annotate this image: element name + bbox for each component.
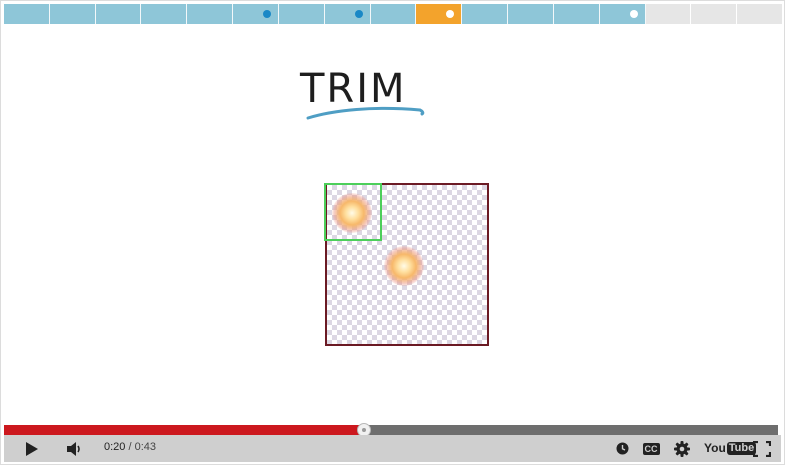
segment-marker-icon	[446, 10, 455, 18]
lesson-segment-1[interactable]	[4, 4, 50, 24]
time-display: 0:20 / 0:43	[104, 441, 156, 453]
captions-icon: CC	[642, 442, 660, 455]
fullscreen-button[interactable]	[751, 435, 773, 462]
lesson-segment-5[interactable]	[187, 4, 234, 24]
volume-button[interactable]	[62, 435, 88, 462]
progress-bar[interactable]	[4, 423, 778, 437]
lesson-segment-4[interactable]	[141, 4, 188, 24]
settings-button[interactable]	[671, 435, 693, 462]
fullscreen-icon	[753, 440, 771, 457]
youtube-logo-you: You	[704, 441, 726, 455]
title-underline	[306, 106, 425, 120]
lesson-segment-15[interactable]	[645, 4, 692, 24]
lesson-segment-11[interactable]	[462, 4, 509, 24]
segment-marker-icon	[354, 10, 363, 18]
time-separator: /	[125, 441, 135, 453]
lesson-segment-10[interactable]	[416, 4, 463, 24]
lesson-navigation	[4, 4, 784, 24]
lesson-segment-6[interactable]	[233, 4, 279, 24]
lesson-segment-8[interactable]	[324, 4, 371, 24]
lesson-segment-14[interactable]	[599, 4, 646, 24]
segment-marker-icon	[629, 10, 638, 18]
title-drawing: TRIM	[299, 66, 425, 120]
video-stage[interactable]: TRIM	[4, 25, 783, 425]
current-time: 0:20	[104, 441, 126, 453]
lesson-segment-17[interactable]	[737, 4, 784, 24]
video-title: TRIM	[299, 66, 407, 112]
lesson-segment-12[interactable]	[508, 4, 554, 24]
duration: 0:43	[134, 441, 157, 453]
settings-icon	[674, 440, 690, 457]
captions-button[interactable]: CC	[640, 435, 662, 462]
control-bar: 0:20 / 0:43 CC You T	[4, 435, 781, 462]
lesson-segment-9[interactable]	[370, 4, 417, 24]
sparkle-glow-small	[332, 193, 372, 233]
watch-later-button[interactable]	[613, 435, 631, 462]
play-icon	[26, 441, 38, 456]
youtube-logo-tube: Tube	[726, 441, 757, 455]
trim-rectangle	[324, 183, 382, 241]
progress-played	[4, 425, 364, 435]
lesson-segment-7[interactable]	[278, 4, 325, 24]
segment-marker-icon	[262, 10, 271, 18]
play-button[interactable]	[20, 435, 44, 462]
lesson-segment-3[interactable]	[95, 4, 142, 24]
lesson-segment-13[interactable]	[553, 4, 600, 24]
lesson-segment-2[interactable]	[49, 4, 96, 24]
volume-icon	[67, 441, 80, 456]
lesson-segment-16[interactable]	[691, 4, 738, 24]
youtube-logo[interactable]: You Tube	[704, 441, 757, 455]
sparkle-glow-center	[384, 246, 424, 286]
watch-later-icon	[616, 442, 628, 455]
